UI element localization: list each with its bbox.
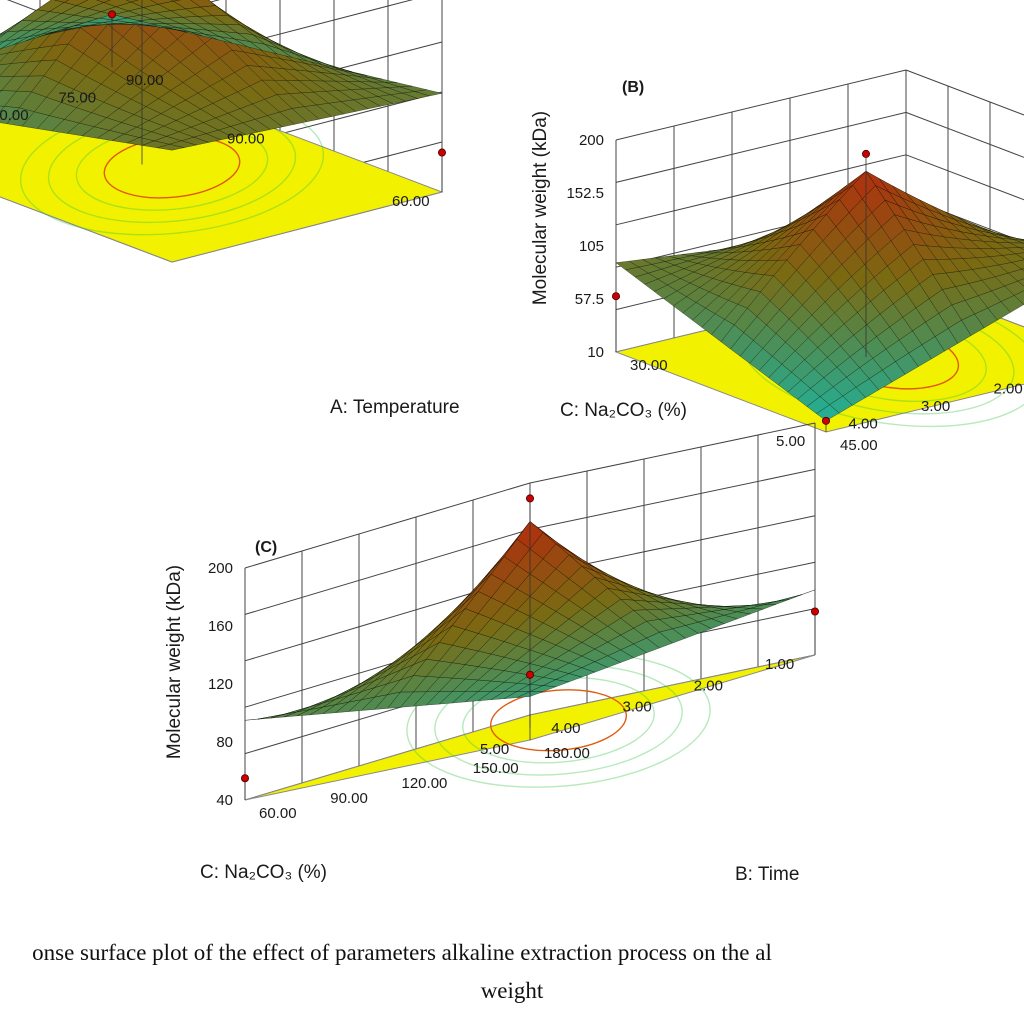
x-tick-label: 90.00 — [330, 790, 368, 807]
design-point-corner-right — [437, 148, 446, 157]
y-tick-label: 60.00 — [392, 193, 430, 210]
y-tick-label: 5.00 — [480, 741, 509, 758]
z-tick-label: 200 — [208, 560, 233, 577]
axis-titles: A: Temperature — [330, 397, 460, 418]
z-tick-label: 80 — [216, 734, 233, 751]
x-tick-label: 60.00 — [259, 805, 297, 822]
z-tick-label: 10 — [587, 344, 604, 361]
design-point-corner-right — [811, 607, 820, 616]
y-tick-label: 4.00 — [551, 720, 580, 737]
y-tick-label: 2.00 — [994, 381, 1023, 398]
y-tick-label: 3.00 — [921, 398, 950, 415]
figure-caption-line1: onse surface plot of the effect of param… — [32, 940, 772, 965]
x-tick-label: 30.00 — [630, 357, 668, 374]
panel-label: (C) — [255, 539, 277, 556]
x-tick-label: 75.00 — [59, 90, 97, 107]
y-tick-label: 2.00 — [694, 677, 723, 694]
design-point-corner-front — [108, 10, 117, 19]
design-point-corner-front — [822, 416, 831, 425]
y-tick-label: 1.00 — [765, 656, 794, 673]
z-tick-label: 40 — [216, 792, 233, 809]
y-tick-label: 4.00 — [849, 416, 878, 433]
design-points — [612, 149, 871, 432]
x-axis-title: A: Temperature — [330, 397, 460, 418]
design-points — [108, 0, 446, 192]
panel-c: 60.00 90.00 120.00 150.00 180.00 1.00 2.00 3.00… — [164, 422, 820, 885]
figure-caption-line2: weight — [480, 978, 544, 1003]
z-axis-title: Molecular weight (kDa) — [530, 111, 551, 305]
y-tick-label: 90.00 — [227, 131, 265, 148]
axis-ticks: 60.00 90.00 120.00 150.00 180.00 1.00 2.00 3.00… — [208, 560, 794, 822]
y-tick-label: 5.00 — [776, 433, 805, 450]
z-tick-label: 57.5 — [575, 291, 604, 308]
z-tick-label: 160 — [208, 618, 233, 635]
z-axis-title: Molecular weight (kDa) — [164, 565, 185, 759]
panel-b: 30.0045.001.002.003.004.005.001057.51051… — [530, 69, 1024, 454]
z-tick-label: 152.5 — [566, 185, 604, 202]
y-tick-label: 3.00 — [623, 699, 652, 716]
design-point-center — [862, 149, 871, 158]
y-axis-title: C: Na₂CO₃ (%) — [200, 862, 327, 883]
z-tick-label: 105 — [579, 238, 604, 255]
panel-label: (B) — [622, 79, 644, 96]
x-tick-label: 150.00 — [473, 760, 519, 777]
design-point-corner-left — [612, 292, 621, 301]
x-tick-label: 90.00 — [126, 72, 164, 89]
z-tick-label: 120 — [208, 676, 233, 693]
design-point-corner-front — [526, 670, 535, 679]
y-axis-title: C: Na₂CO₃ (%) — [560, 400, 687, 421]
x-axis-title: B: Time — [735, 864, 799, 885]
axis-titles: C: Na₂CO₃ (%) Molecular weight (kDa) (B) — [530, 79, 687, 421]
response-surface — [0, 0, 443, 151]
response-surface — [615, 170, 1024, 422]
axis-titles: B: Time C: Na₂CO₃ (%) Molecular weight (kD… — [164, 539, 799, 885]
x-tick-label: 60.00 — [0, 107, 29, 124]
design-point-center — [526, 494, 535, 503]
design-points — [240, 494, 820, 800]
z-tick-label: 200 — [579, 132, 604, 149]
axis-ticks: 30.0045.001.002.003.004.005.001057.51051… — [566, 132, 1023, 454]
response-surface — [244, 521, 816, 721]
x-tick-label: 180.00 — [544, 745, 590, 762]
design-point-corner-left — [240, 774, 249, 783]
x-tick-label: 120.00 — [402, 775, 448, 792]
x-tick-label: 45.00 — [840, 437, 878, 454]
